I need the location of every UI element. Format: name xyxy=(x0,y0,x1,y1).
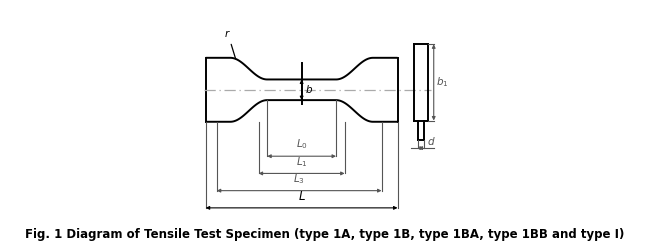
Text: $L$: $L$ xyxy=(298,190,305,203)
Text: $b_1$: $b_1$ xyxy=(436,76,448,89)
Text: $r$: $r$ xyxy=(224,28,236,59)
Text: $d$: $d$ xyxy=(427,135,436,147)
Text: $b$: $b$ xyxy=(305,83,313,94)
Text: Fig. 1 Diagram of Tensile Test Specimen (type 1A, type 1B, type 1BA, type 1BB an: Fig. 1 Diagram of Tensile Test Specimen … xyxy=(25,229,625,241)
Text: $L_3$: $L_3$ xyxy=(293,172,305,186)
Text: $L_0$: $L_0$ xyxy=(296,138,307,151)
Text: $L_1$: $L_1$ xyxy=(296,155,307,169)
